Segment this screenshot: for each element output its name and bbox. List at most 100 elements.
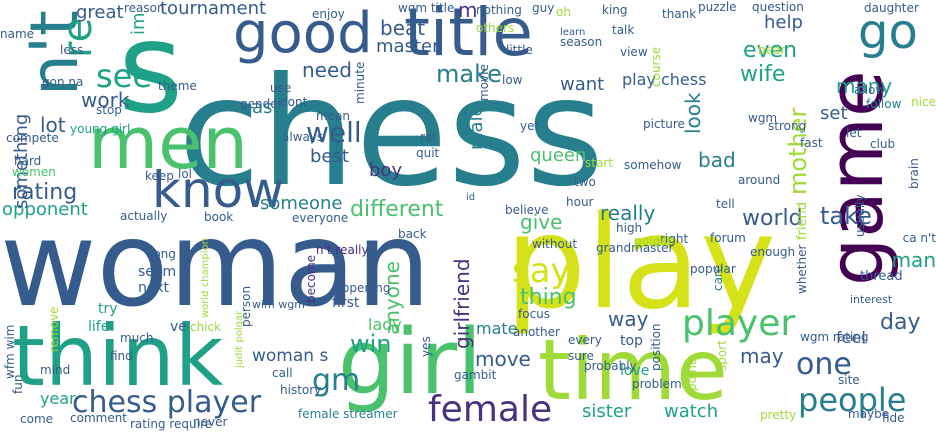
word-quit: quit (416, 146, 440, 160)
word-life: life (88, 319, 110, 335)
word-allow: allow (854, 83, 886, 97)
word-mean: mean (316, 109, 351, 123)
word-first: first (332, 295, 360, 311)
word-chess-player: chess player (72, 385, 262, 420)
word-thread: thread (860, 269, 903, 284)
word-usually: usually (853, 194, 867, 237)
word-play: play (505, 189, 776, 338)
word-work: work (81, 88, 130, 112)
word-follow: follow (866, 97, 902, 111)
word-back: back (398, 227, 427, 241)
word-s: s (118, 0, 184, 141)
word-course: course (649, 46, 663, 87)
word-puzzle: puzzle (698, 0, 737, 14)
word-queen: queen (530, 145, 587, 166)
word-less: less (60, 43, 84, 57)
word-others: others (476, 21, 515, 35)
word-somehow: somehow (624, 158, 682, 172)
word-wim-wgm: wim wgm (252, 298, 305, 311)
word-call: call (272, 366, 293, 380)
word-many: many (836, 74, 893, 98)
word-men: men (88, 101, 249, 185)
word-view: view (620, 45, 648, 59)
word-position: position (649, 323, 663, 371)
word-strong: strong (768, 119, 807, 133)
word-sister: sister (582, 401, 632, 422)
word-hour: hour (566, 195, 594, 209)
word-may: may (740, 344, 784, 368)
word-im: im (128, 12, 149, 35)
word-find: find (110, 349, 133, 363)
word-nice: nice (911, 95, 936, 109)
word-try: try (98, 301, 118, 317)
word-great: great (76, 2, 124, 23)
word-yes: yes (419, 336, 433, 357)
word-look: look (681, 92, 705, 134)
word-stop: stop (96, 103, 122, 117)
word-top: top (620, 333, 643, 349)
word-chick: chick (190, 320, 222, 334)
word-one: one (796, 347, 852, 382)
word-make: make (436, 60, 502, 88)
word-opponent: opponent (2, 199, 88, 220)
word-title: title (404, 0, 534, 71)
word-nothing: nothing (476, 3, 522, 17)
word-club: club (870, 137, 896, 151)
word-believe: believe (505, 203, 549, 217)
word-remove: remove (47, 306, 61, 352)
word-enjoy: enjoy (312, 7, 345, 21)
word-picture: picture (643, 117, 685, 131)
word-id: id (466, 192, 476, 203)
word-wfm-wim: wfm wim (3, 324, 17, 379)
word-gambit: gambit (454, 368, 497, 382)
word-everyone: everyone (292, 211, 349, 225)
word-person: person (239, 285, 253, 327)
word-actually: actually (120, 209, 168, 223)
word-well: well (306, 116, 362, 149)
word-ask: ask (252, 97, 283, 118)
word-use: use (270, 81, 292, 95)
word-theme: theme (158, 79, 197, 93)
word-need: need (302, 58, 352, 82)
word-see: see (96, 57, 153, 95)
word-lol: lol (178, 167, 193, 181)
word-fast: fast (800, 136, 823, 150)
word-woman-s: woman s (252, 346, 329, 366)
word-gm: gm (312, 363, 361, 398)
word-way: way (608, 307, 649, 331)
word-male: male (466, 105, 487, 150)
word-high: high (616, 221, 643, 235)
word-wgm-rating: wgm rating (800, 330, 869, 344)
word-without: without (532, 237, 578, 251)
word-wgm-title: wgm title (398, 1, 455, 15)
word-gender: gender (240, 97, 283, 111)
word-opening: opening (342, 281, 391, 295)
word-little: little (506, 43, 533, 57)
word-learn: learn (560, 27, 586, 38)
word-keep: keep (145, 169, 174, 183)
word-thank: thank (662, 7, 697, 21)
word-pretty: pretty (760, 408, 797, 422)
word-help: help (764, 12, 803, 33)
word-different: different (350, 197, 444, 222)
word-world: world (742, 206, 803, 231)
word-become: become (304, 254, 318, 303)
word-female-streamer: female streamer (298, 407, 398, 421)
word-really: really (600, 201, 656, 225)
word-n-t-really: n't really (316, 243, 369, 257)
word-history: history (280, 383, 322, 397)
word-take: take (820, 202, 872, 230)
word-movie: movie (477, 64, 491, 101)
word-move: move (475, 347, 531, 371)
word-people: people (798, 381, 907, 419)
word-season: season (560, 35, 603, 49)
word-go: go (858, 4, 918, 60)
word-bad: bad (698, 148, 736, 172)
word-wife: wife (740, 62, 786, 87)
word-world-champion: world champion (200, 238, 211, 318)
word-much: much (120, 331, 154, 345)
word-girl: girl (338, 310, 483, 415)
word-next: next (138, 280, 170, 296)
word-say: say (512, 251, 571, 291)
word-think: think (12, 307, 224, 405)
